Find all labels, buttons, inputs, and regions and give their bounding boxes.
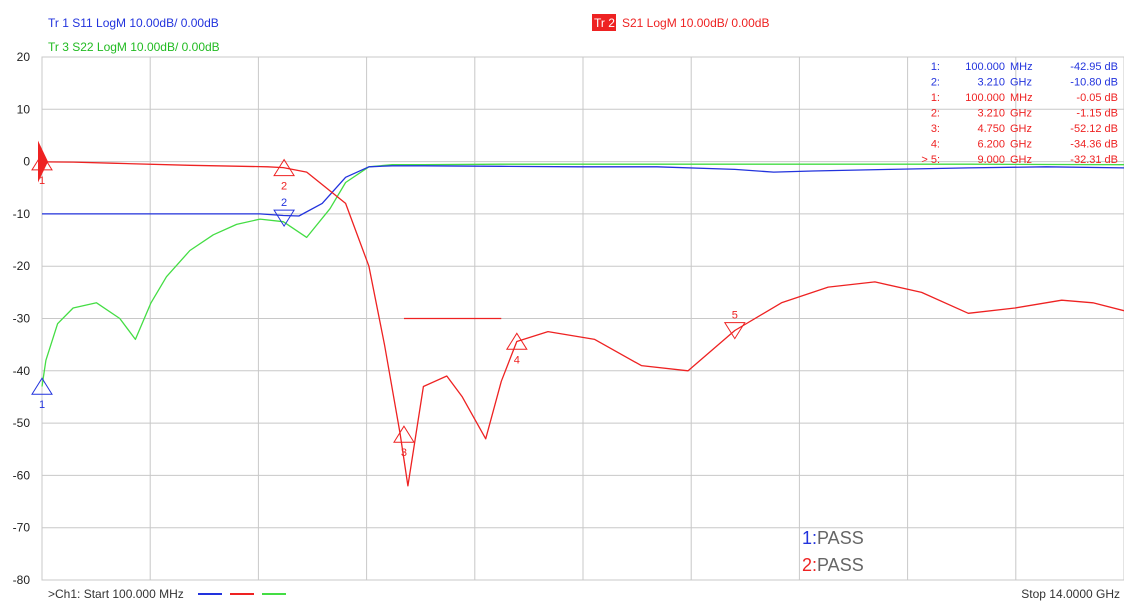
svg-text:2:PASS: 2:PASS — [802, 555, 864, 575]
marker-s11-2-triangle — [273, 209, 295, 228]
marker-table-unit: GHz — [1010, 77, 1032, 89]
footer-start: >Ch1: Start 100.000 MHz — [48, 587, 184, 601]
marker-s21-2-triangle — [273, 158, 295, 177]
marker-s21-2-label: 2 — [281, 181, 287, 193]
marker-table-freq: 100.000 — [965, 92, 1005, 104]
marker-table: 1: 100.000 MHz -42.95 dB 2: 3.210 GHz -10.80 dB… — [921, 61, 1118, 166]
marker-table-value: -52.12 dB — [1070, 123, 1118, 135]
pass-2-text: PASS — [817, 555, 864, 575]
series-s11-line — [42, 165, 1124, 217]
pass-1-num: 1: — [802, 528, 817, 548]
pass-fail-indicator: 1:PASS 2:PASS — [802, 528, 864, 575]
marker-table-value: -34.36 dB — [1070, 139, 1118, 151]
marker-table-freq: 3.210 — [977, 77, 1005, 89]
marker-table-unit: MHz — [1010, 92, 1033, 104]
trace-2-tag-label: Tr 2 — [594, 16, 615, 30]
marker-table-idx: 2: — [931, 108, 940, 120]
marker-s11-2-label: 2 — [281, 197, 287, 209]
marker-table-value: -42.95 dB — [1070, 61, 1118, 73]
marker-table-freq: 3.210 — [977, 108, 1005, 120]
y-tick-label: -30 — [13, 312, 31, 326]
trace-2-tag — [592, 14, 616, 31]
y-tick-label: 10 — [17, 102, 31, 116]
trace-1-label: Tr 1 S11 LogM 10.00dB/ 0.00dB — [48, 16, 219, 30]
marker-table-value: -0.05 dB — [1076, 92, 1118, 104]
marker-table-idx: 1: — [931, 61, 940, 73]
marker-s21-3-triangle — [393, 425, 415, 443]
marker-table-value: -1.15 dB — [1076, 108, 1118, 120]
active-marker-pointer — [38, 140, 48, 183]
series-s22-line — [41, 163, 1124, 387]
marker-table-idx: 4: — [931, 139, 940, 151]
marker-table-unit: GHz — [1010, 108, 1032, 120]
marker-table-value: -10.80 dB — [1070, 77, 1118, 89]
marker-table-freq: 4.750 — [977, 123, 1005, 135]
y-tick-labels: 20 10 0 -10 -20 -30 -40 -50 -60 -70 -80 — [13, 50, 31, 587]
marker-s21-3-label: 3 — [401, 447, 407, 459]
marker-table-unit: GHz — [1010, 123, 1032, 135]
y-tick-label: -10 — [13, 207, 31, 221]
marker-table-freq: 100.000 — [965, 61, 1005, 73]
y-tick-label: -20 — [13, 259, 31, 273]
marker-table-unit: GHz — [1010, 154, 1032, 166]
pass-1-text: PASS — [817, 528, 864, 548]
footer-stop: Stop 14.0000 GHz — [1021, 587, 1120, 601]
marker-table-freq: 6.200 — [977, 139, 1005, 151]
marker-table-freq: 9.000 — [977, 154, 1005, 166]
y-tick-label: -40 — [13, 364, 31, 378]
marker-table-idx: 2: — [931, 77, 940, 89]
series-s21-line — [41, 161, 1124, 487]
marker-table-unit: GHz — [1010, 139, 1032, 151]
marker-s21-4-triangle — [505, 332, 528, 350]
marker-s21-1-label: 1 — [39, 175, 45, 187]
markers-layer: 1 2 1 2 3 4 5 — [31, 140, 746, 459]
marker-table-value: -32.31 dB — [1070, 154, 1118, 166]
marker-s11-1-triangle — [31, 377, 53, 395]
series-layer — [41, 161, 1124, 487]
y-tick-label: -60 — [13, 468, 31, 482]
marker-table-idx: 1: — [931, 92, 940, 104]
trace-3-label: Tr 3 S22 LogM 10.00dB/ 0.00dB — [48, 40, 220, 54]
y-tick-label: -70 — [13, 521, 31, 535]
marker-table-unit: MHz — [1010, 61, 1033, 73]
y-tick-label: 20 — [17, 50, 31, 64]
marker-table-idx: > 5: — [921, 154, 940, 166]
marker-s21-5-label: 5 — [732, 310, 738, 322]
y-tick-label: -80 — [13, 573, 31, 587]
grid — [41, 56, 1124, 581]
y-tick-label: -50 — [13, 416, 31, 430]
marker-s21-5-triangle — [723, 322, 746, 340]
y-tick-label: 0 — [23, 155, 30, 169]
pass-2-num: 2: — [802, 555, 817, 575]
marker-s11-1-label: 1 — [39, 399, 45, 411]
svg-text:1:PASS: 1:PASS — [802, 528, 864, 548]
trace-2-label: S21 LogM 10.00dB/ 0.00dB — [622, 16, 769, 30]
marker-table-idx: 3: — [931, 123, 940, 135]
marker-s21-4-label: 4 — [514, 354, 520, 366]
